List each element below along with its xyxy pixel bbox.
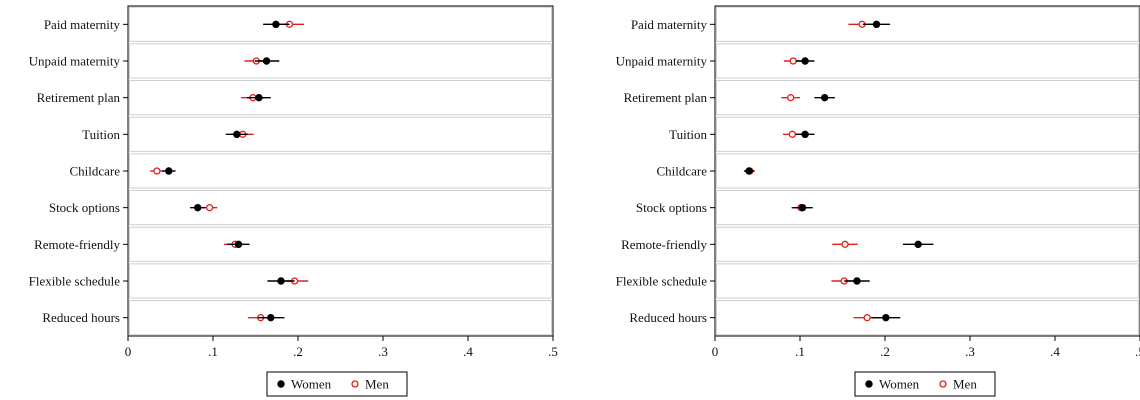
point-women <box>745 167 753 175</box>
legend: Women Men <box>854 371 996 397</box>
point-women <box>820 93 829 102</box>
category-band <box>716 80 1139 116</box>
point-women <box>914 240 922 249</box>
legend-marker-men <box>351 380 359 388</box>
category-band <box>716 43 1139 79</box>
chart-panel-1: Paid maternity Unpaid maternity Retirement… <box>29 5 558 397</box>
point-women <box>801 130 809 139</box>
category-label: Reduced hours <box>629 310 707 325</box>
category-label: Remote-friendly <box>621 237 707 252</box>
category-band <box>716 6 1139 42</box>
x-tick-label: .1 <box>208 344 218 359</box>
point-women <box>233 130 241 139</box>
category-label: Reduced hours <box>42 310 120 325</box>
legend-label-women: Women <box>879 377 920 392</box>
point-men <box>788 130 796 138</box>
point-women <box>267 313 275 322</box>
category-band <box>129 6 552 42</box>
category-band <box>716 190 1139 226</box>
legend-box <box>266 371 408 397</box>
x-tick-label: .1 <box>795 344 805 359</box>
point-men <box>863 314 871 322</box>
legend: Women Men <box>266 371 408 397</box>
category-label: Stock options <box>49 200 120 215</box>
point-women <box>234 240 243 249</box>
x-tick-label: .2 <box>293 344 303 359</box>
category-label: Unpaid maternity <box>616 54 708 69</box>
category-band <box>129 43 552 79</box>
chart-panel-2: Paid maternity Unpaid maternity Retirement… <box>616 5 1140 397</box>
point-men <box>787 94 795 102</box>
x-tick-label: 0 <box>712 344 719 359</box>
category-label: Flexible schedule <box>616 274 708 289</box>
legend-label-men: Men <box>953 377 977 392</box>
legend-label-men: Men <box>365 377 389 392</box>
category-band <box>129 153 552 189</box>
x-tick-label: .5 <box>548 344 558 359</box>
category-band <box>716 300 1139 336</box>
category-label: Remote-friendly <box>34 237 120 252</box>
point-women <box>798 203 807 212</box>
x-tick-label: 0 <box>125 344 132 359</box>
point-women <box>801 57 809 65</box>
point-men <box>841 240 849 248</box>
x-tick-label: .3 <box>378 344 388 359</box>
category-band <box>129 116 552 152</box>
category-band <box>129 226 552 262</box>
category-label: Tuition <box>669 127 707 142</box>
point-women <box>272 20 280 29</box>
x-tick-label: .3 <box>965 344 975 359</box>
legend-label-women: Women <box>291 377 332 392</box>
category-label: Retirement plan <box>37 90 121 105</box>
point-women <box>165 167 173 175</box>
point-women <box>262 57 271 65</box>
legend-marker-women <box>277 380 285 388</box>
point-women <box>872 20 881 29</box>
category-label: Stock options <box>636 200 707 215</box>
x-tick-label: .2 <box>880 344 890 359</box>
category-band <box>129 263 552 299</box>
point-men <box>789 57 797 65</box>
category-label: Paid maternity <box>44 17 121 32</box>
point-women <box>853 277 861 285</box>
point-women <box>255 93 263 102</box>
category-label: Tuition <box>82 127 120 142</box>
category-band <box>716 153 1139 189</box>
point-women <box>194 203 202 212</box>
legend-box <box>854 371 996 397</box>
point-men <box>205 204 214 212</box>
category-band <box>129 80 552 116</box>
category-label: Retirement plan <box>624 90 708 105</box>
x-tick-label: .5 <box>1135 344 1140 359</box>
point-women <box>277 277 285 285</box>
legend-marker-men <box>939 380 947 388</box>
category-band <box>716 116 1139 152</box>
legend-marker-women <box>865 380 873 388</box>
category-label: Paid maternity <box>631 17 708 32</box>
category-label: Unpaid maternity <box>29 54 121 69</box>
category-label: Childcare <box>69 164 120 179</box>
x-tick-label: .4 <box>1050 344 1060 359</box>
point-women <box>882 313 890 322</box>
category-label: Flexible schedule <box>29 274 121 289</box>
category-label: Childcare <box>656 164 707 179</box>
point-men <box>153 167 161 175</box>
x-tick-label: .4 <box>463 344 473 359</box>
category-band <box>716 263 1139 299</box>
category-band <box>129 300 552 336</box>
